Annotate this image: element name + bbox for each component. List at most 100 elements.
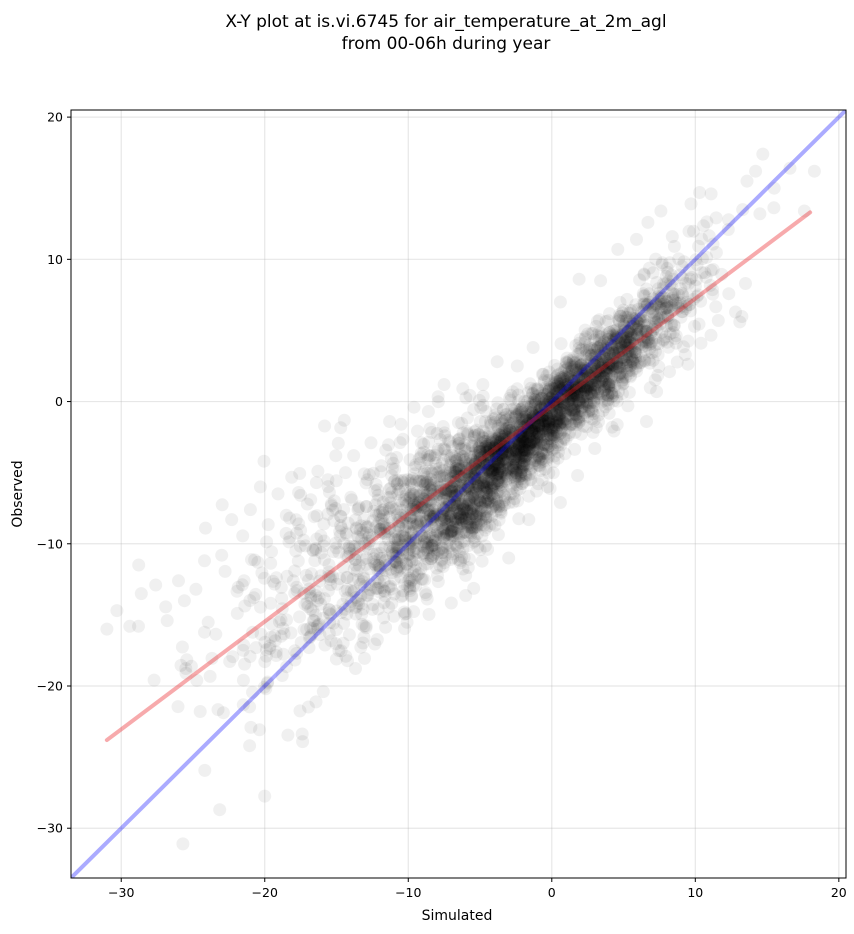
data-point bbox=[484, 494, 498, 508]
data-point bbox=[429, 457, 443, 470]
data-point bbox=[437, 532, 451, 545]
data-point bbox=[476, 481, 490, 495]
data-point bbox=[467, 472, 481, 486]
data-point bbox=[523, 421, 537, 434]
data-point bbox=[430, 508, 444, 521]
data-point bbox=[340, 583, 354, 596]
data-point bbox=[540, 394, 554, 408]
data-point bbox=[599, 348, 613, 362]
data-point bbox=[634, 349, 648, 363]
data-point bbox=[588, 349, 602, 362]
data-point bbox=[437, 512, 451, 526]
data-point bbox=[577, 399, 590, 413]
data-point bbox=[453, 504, 467, 518]
data-point bbox=[274, 581, 288, 594]
data-point bbox=[491, 396, 505, 410]
data-point bbox=[486, 467, 500, 481]
data-point bbox=[475, 500, 489, 514]
data-point bbox=[404, 527, 418, 540]
data-point bbox=[510, 464, 524, 478]
data-point bbox=[550, 398, 564, 412]
data-point bbox=[567, 374, 581, 388]
data-point bbox=[661, 308, 675, 322]
data-point bbox=[406, 497, 420, 511]
data-point bbox=[598, 345, 612, 359]
data-point bbox=[451, 505, 465, 519]
data-point bbox=[402, 573, 416, 587]
data-point bbox=[525, 434, 538, 448]
data-point bbox=[634, 330, 648, 344]
data-point bbox=[443, 452, 457, 466]
data-point bbox=[159, 600, 173, 614]
data-point bbox=[506, 434, 520, 448]
data-point bbox=[601, 388, 614, 402]
data-point bbox=[466, 511, 480, 525]
data-point bbox=[368, 637, 382, 651]
data-point bbox=[230, 584, 244, 598]
data-point bbox=[594, 339, 608, 353]
data-point bbox=[464, 461, 478, 475]
data-point bbox=[524, 435, 538, 449]
data-point bbox=[326, 545, 340, 559]
data-point bbox=[560, 351, 574, 365]
data-point bbox=[505, 452, 519, 466]
data-point bbox=[616, 370, 630, 384]
data-point bbox=[542, 451, 556, 465]
data-point bbox=[571, 382, 585, 395]
data-point bbox=[600, 352, 614, 366]
data-point bbox=[615, 359, 628, 373]
data-point bbox=[555, 403, 569, 417]
data-point bbox=[463, 495, 477, 509]
data-point bbox=[535, 386, 549, 400]
data-point bbox=[402, 496, 416, 510]
data-point bbox=[503, 460, 516, 474]
data-point bbox=[578, 370, 592, 384]
data-point bbox=[461, 461, 475, 475]
data-point bbox=[584, 349, 598, 363]
data-point bbox=[551, 429, 564, 443]
data-point bbox=[666, 287, 680, 301]
data-point bbox=[550, 390, 564, 403]
data-point bbox=[515, 401, 529, 415]
data-point bbox=[613, 295, 627, 309]
x-tick-label: −10 bbox=[395, 885, 421, 900]
data-point bbox=[552, 380, 566, 394]
data-point bbox=[419, 514, 433, 528]
data-point bbox=[572, 380, 586, 394]
data-point bbox=[520, 425, 534, 439]
data-point bbox=[594, 326, 608, 340]
data-point bbox=[506, 423, 520, 437]
data-point bbox=[610, 360, 624, 374]
data-point bbox=[517, 446, 531, 459]
data-point bbox=[562, 366, 575, 380]
data-point bbox=[477, 451, 491, 465]
data-point bbox=[663, 327, 677, 341]
data-point bbox=[408, 564, 422, 578]
data-point bbox=[457, 515, 471, 529]
data-point bbox=[470, 507, 484, 521]
data-point bbox=[420, 488, 433, 502]
data-point bbox=[399, 488, 413, 502]
data-point bbox=[504, 430, 517, 444]
data-point bbox=[586, 399, 600, 413]
data-point bbox=[426, 538, 440, 552]
data-point bbox=[558, 447, 572, 461]
data-point bbox=[568, 383, 582, 397]
data-point bbox=[425, 488, 439, 502]
data-point bbox=[627, 332, 641, 346]
data-point bbox=[387, 474, 401, 488]
data-point bbox=[529, 451, 543, 465]
data-point bbox=[444, 484, 458, 498]
data-point bbox=[700, 250, 714, 264]
data-point bbox=[348, 601, 362, 615]
data-point bbox=[416, 492, 430, 505]
data-point bbox=[582, 405, 596, 419]
data-point bbox=[612, 348, 626, 362]
data-point bbox=[510, 483, 524, 497]
data-point bbox=[449, 466, 463, 480]
data-point bbox=[358, 651, 371, 665]
data-point bbox=[436, 543, 450, 556]
data-point bbox=[527, 402, 541, 416]
data-point bbox=[461, 480, 475, 494]
data-point bbox=[497, 443, 511, 456]
